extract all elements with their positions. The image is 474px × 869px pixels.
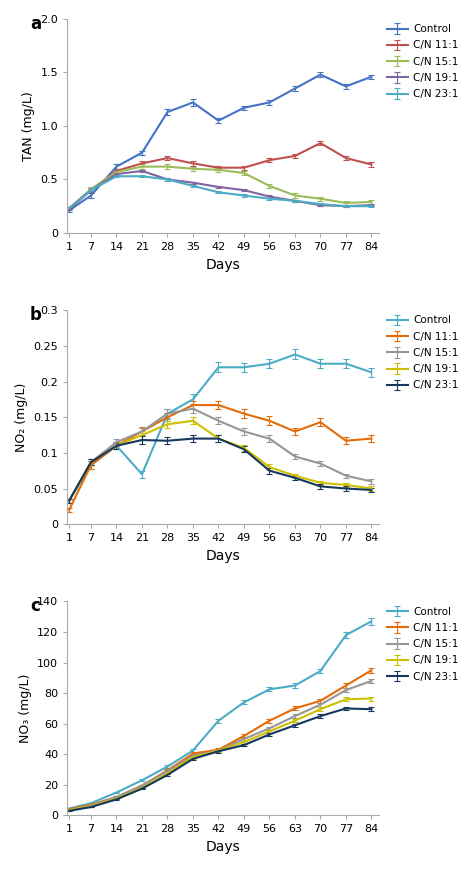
Legend: Control, C/N 11:1, C/N 15:1, C/N 19:1, C/N 23:1: Control, C/N 11:1, C/N 15:1, C/N 19:1, C… <box>387 315 458 390</box>
Y-axis label: NO₂ (mg/L): NO₂ (mg/L) <box>15 382 28 452</box>
Y-axis label: TAN (mg/L): TAN (mg/L) <box>22 91 35 161</box>
Legend: Control, C/N 11:1, C/N 15:1, C/N 19:1, C/N 23:1: Control, C/N 11:1, C/N 15:1, C/N 19:1, C… <box>387 24 458 99</box>
Legend: Control, C/N 11:1, C/N 15:1, C/N 19:1, C/N 23:1: Control, C/N 11:1, C/N 15:1, C/N 19:1, C… <box>387 607 458 681</box>
X-axis label: Days: Days <box>206 548 240 563</box>
Y-axis label: NO₃ (mg/L): NO₃ (mg/L) <box>18 673 32 743</box>
Text: a: a <box>30 15 41 33</box>
X-axis label: Days: Days <box>206 840 240 854</box>
Text: c: c <box>30 597 40 615</box>
X-axis label: Days: Days <box>206 257 240 271</box>
Text: b: b <box>30 306 42 324</box>
